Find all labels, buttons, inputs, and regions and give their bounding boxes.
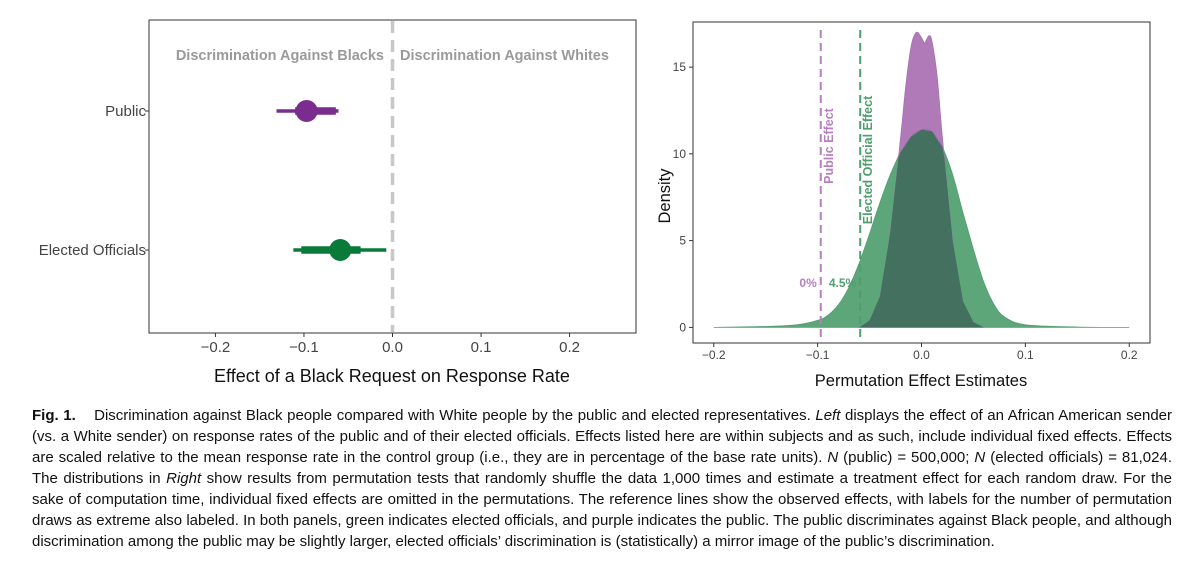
reference-line-label: Elected Official Effect (861, 95, 875, 224)
x-tick-label: −0.1 (806, 348, 830, 362)
right-x-axis-label: Permutation Effect Estimates (815, 372, 1027, 390)
x-tick-label: −0.2 (201, 339, 231, 356)
y-tick-label: 5 (679, 234, 686, 248)
caption-text-2: displays the effect of an African Americ… (32, 407, 1172, 466)
point-estimate (295, 100, 318, 122)
x-tick-label: 0.2 (559, 339, 580, 356)
x-tick-label: 0.0 (382, 339, 403, 356)
figure: Discrimination Against Blacks Discrimina… (39, 19, 1151, 390)
y-tick-label: Elected Officials (39, 242, 146, 259)
right-y-axis-label: Density (656, 168, 674, 224)
caption-n-officials: N (974, 449, 986, 466)
y-tick-label: Public (105, 103, 146, 120)
caption-right-word: Right (166, 470, 202, 487)
x-tick-label: 0.1 (1017, 348, 1034, 362)
caption-text-4: (elected officials) = 81,024. The distri… (32, 449, 1172, 487)
y-tick-label: 15 (673, 60, 687, 74)
point-estimate (329, 239, 352, 261)
x-tick-label: −0.1 (289, 339, 319, 356)
caption-text-3: (public) = 500,000; (838, 449, 975, 466)
x-tick-label: 0.1 (471, 339, 492, 356)
left-panel: Discrimination Against Blacks Discrimina… (39, 19, 637, 386)
caption-text-1: Discrimination against Black people comp… (94, 407, 816, 424)
left-x-axis-label: Effect of a Black Request on Response Ra… (214, 366, 570, 386)
figure-caption: Fig. 1. Discrimination against Black peo… (32, 405, 1172, 552)
y-tick-label: 10 (673, 147, 687, 161)
x-tick-label: −0.2 (702, 348, 726, 362)
annotation-against-whites: Discrimination Against Whites (400, 48, 609, 64)
caption-left-word: Left (815, 407, 841, 424)
y-tick-label: 0 (679, 320, 686, 334)
reference-count-label: 4.5% (829, 276, 857, 290)
reference-count-label: 0% (799, 276, 817, 290)
reference-line-label: Public Effect (822, 107, 836, 184)
x-tick-label: 0.2 (1121, 348, 1138, 362)
caption-n-public: N (827, 449, 839, 466)
right-panel: Public Effect 0% Elected Official Effect 4.… (656, 21, 1151, 390)
annotation-against-blacks: Discrimination Against Blacks (176, 48, 384, 64)
density-overlap (859, 129, 984, 328)
caption-text-5: show results from permutation tests that… (32, 470, 1172, 550)
x-tick-label: 0.0 (913, 348, 930, 362)
caption-figure-label: Fig. 1. (32, 407, 76, 424)
